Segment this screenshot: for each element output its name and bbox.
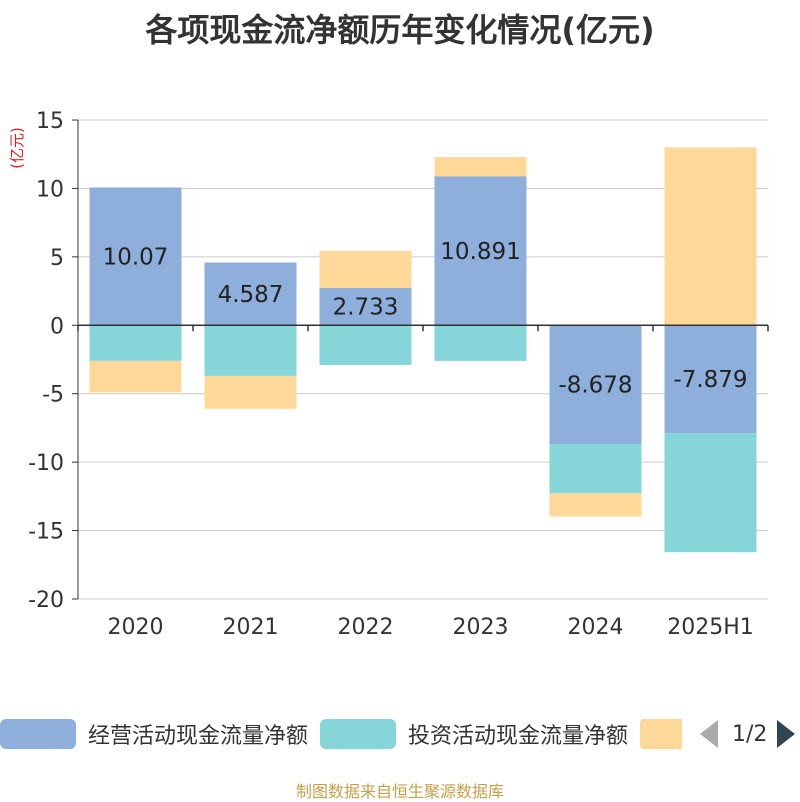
chart-canvas: 15 10 5 0 -5 -10 -15 -20 (亿元) 10.07 4.587 2.733 10.8… [8, 109, 769, 640]
y-tick-label: -20 [28, 588, 64, 613]
bar-financing-2024 [549, 493, 642, 517]
legend-item-operating[interactable]: 经营活动现金流量净额 [0, 716, 308, 752]
bar-investing-2023 [434, 325, 527, 361]
pager-prev-icon[interactable] [700, 720, 718, 748]
legend-label-investing: 投资活动现金流量净额 [408, 724, 629, 749]
bar-investing-2022 [319, 325, 412, 365]
legend: 经营活动现金流量净额 投资活动现金流量净额 1/2 [0, 716, 800, 756]
chart-title: 各项现金流净额历年变化情况(亿元) [145, 11, 655, 49]
bar-operating-2023 [434, 176, 527, 326]
bar-investing-2020 [89, 325, 182, 361]
bar-investing-2025H1 [664, 433, 757, 553]
y-tick-label: 15 [36, 109, 64, 134]
y-tick-label: -10 [28, 451, 64, 476]
legend-label-operating: 经营活动现金流量净额 [88, 724, 309, 749]
legend-item-investing[interactable]: 投资活动现金流量净额 [320, 716, 628, 752]
y-tick-label: 5 [50, 246, 64, 271]
bar-financing-2022 [319, 250, 412, 288]
bar-investing-2021 [204, 325, 297, 376]
bar-operating-2020 [89, 187, 182, 326]
legend-swatch-financing [640, 719, 682, 749]
data-label-2021: 4.587 [218, 282, 284, 308]
x-tick-label: 2021 [223, 615, 279, 640]
bar-financing-2020 [89, 360, 182, 393]
pager-label: 1/2 [732, 721, 768, 747]
bar-operating-2024 [549, 325, 642, 445]
x-tick-label: 2025H1 [667, 615, 754, 640]
bar-financing-2025H1 [664, 147, 757, 326]
bar-financing-2021 [204, 375, 297, 409]
bar-operating-2025H1 [664, 325, 757, 434]
data-label-2024: -8.678 [558, 373, 632, 399]
y-tick-label: 0 [50, 314, 64, 339]
legend-swatch-operating [0, 719, 76, 749]
y-axis-unit-label: (亿元) [8, 127, 26, 169]
data-label-2023: 10.891 [440, 239, 520, 265]
source-note: 制图数据来自恒生聚源数据库 [295, 782, 504, 801]
x-tick-label: 2024 [568, 615, 624, 640]
pager-next-icon[interactable] [777, 720, 796, 748]
legend-item-financing[interactable] [640, 716, 682, 752]
bar-operating-2022 [319, 287, 412, 326]
x-tick-label: 2020 [108, 615, 164, 640]
data-label-2022: 2.733 [333, 295, 399, 321]
x-tick-label: 2022 [338, 615, 394, 640]
legend-swatch-investing [320, 719, 396, 749]
data-label-2025H1: -7.879 [673, 367, 747, 393]
y-tick-label: 10 [36, 177, 64, 202]
data-label-2020: 10.07 [103, 244, 169, 270]
bar-financing-2023 [434, 157, 527, 177]
y-tick-label: -5 [42, 383, 64, 408]
x-tick-label: 2023 [453, 615, 509, 640]
bar-operating-2021 [204, 262, 297, 326]
y-tick-label: -15 [28, 520, 64, 545]
bar-investing-2024 [549, 444, 642, 494]
legend-pager: 1/2 [700, 716, 796, 752]
